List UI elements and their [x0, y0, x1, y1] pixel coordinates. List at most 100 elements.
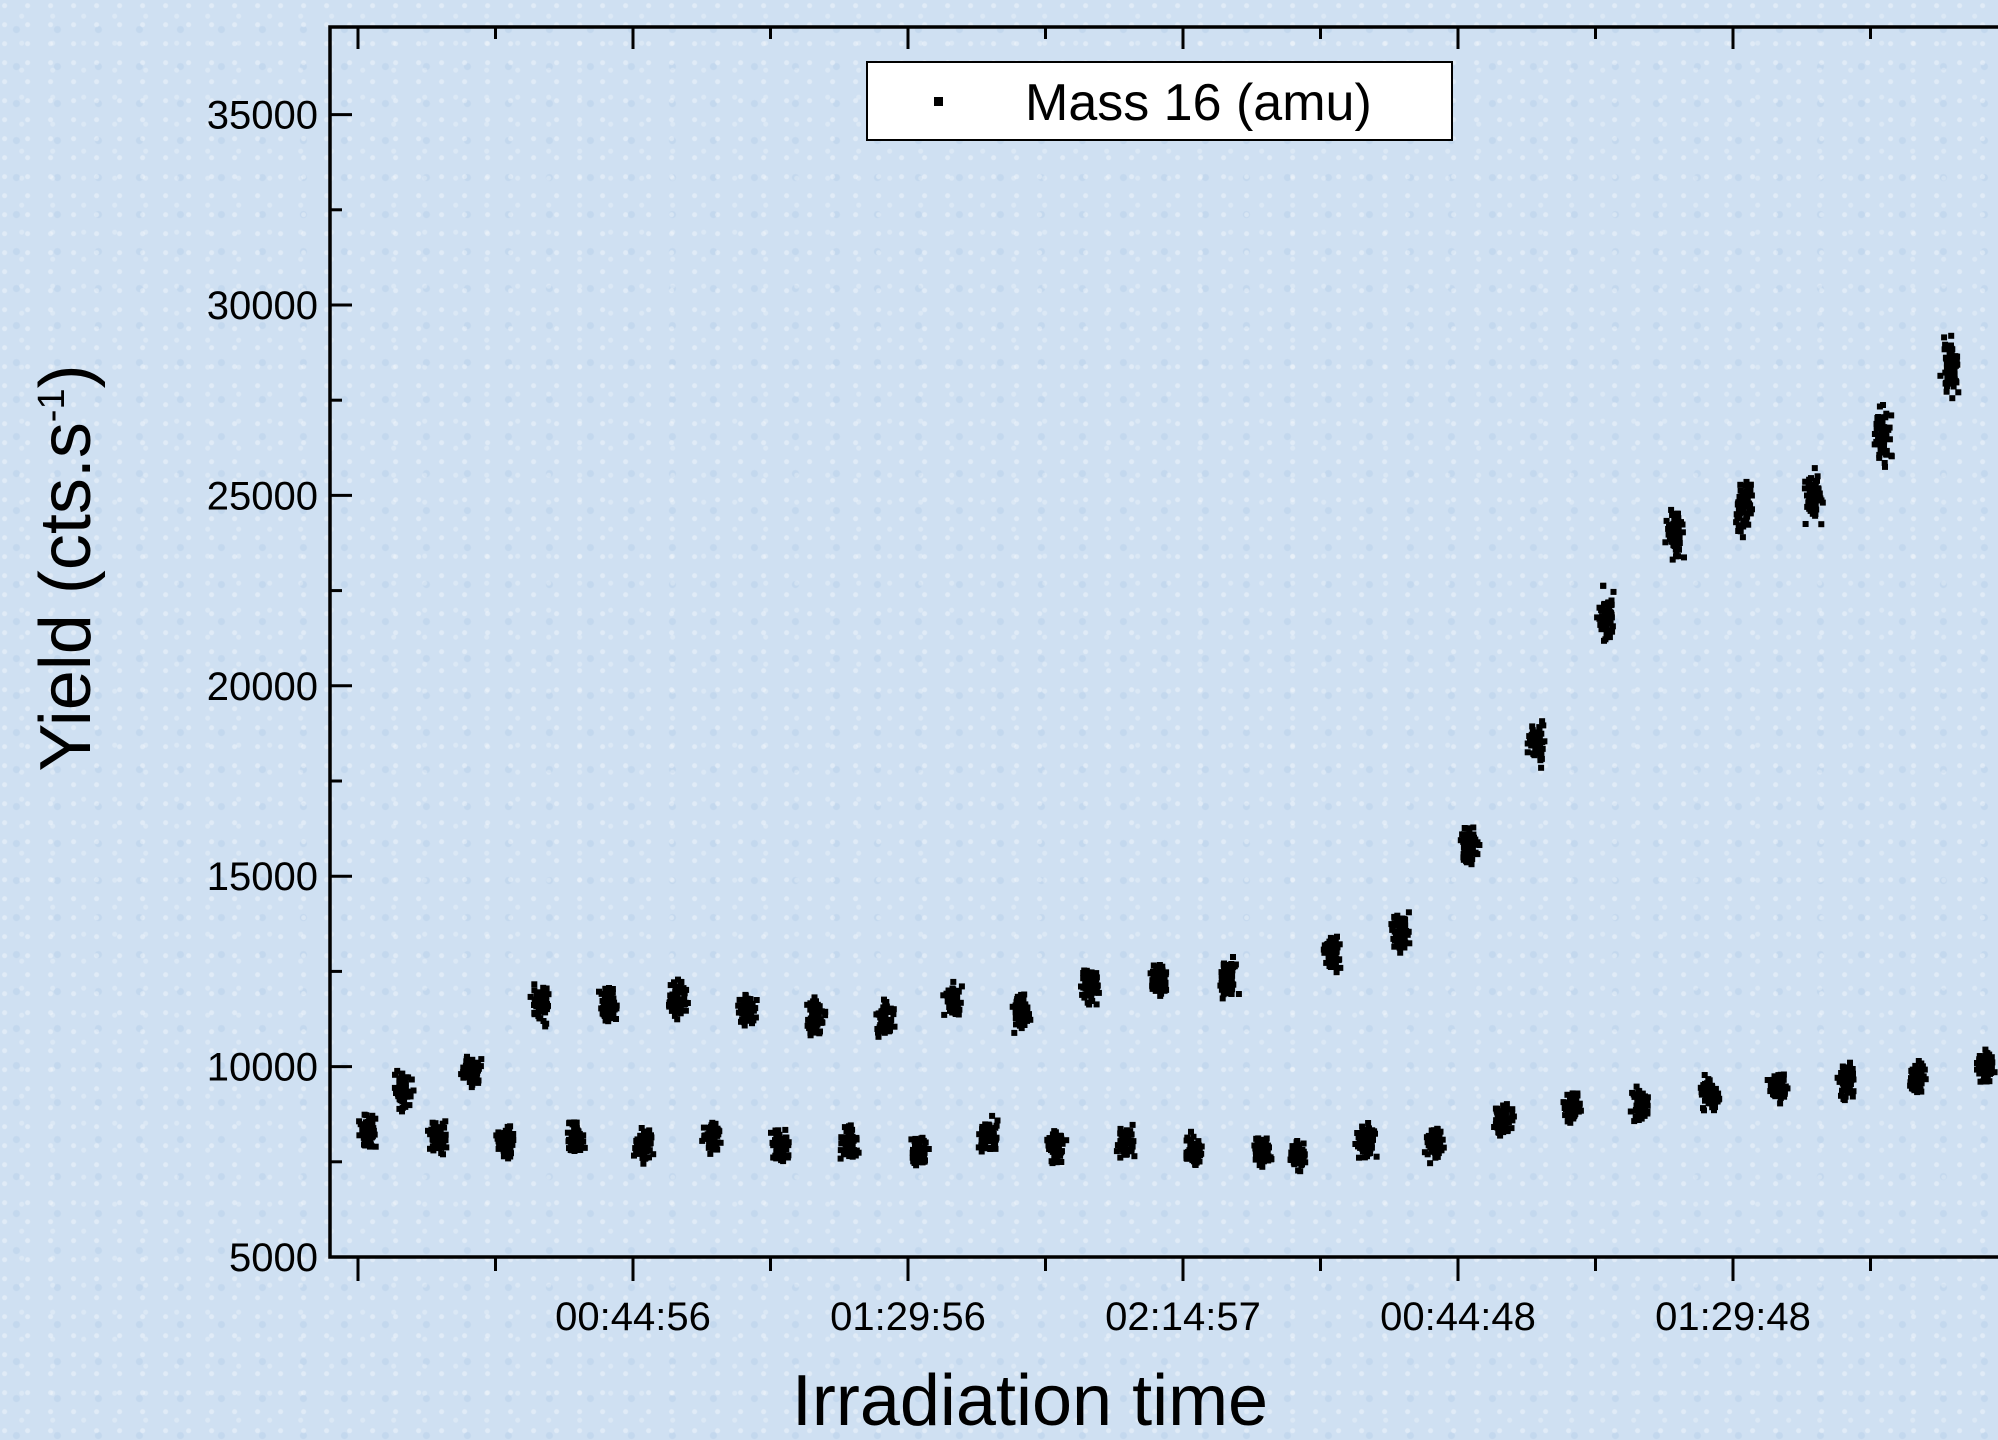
- data-point: [1607, 618, 1614, 625]
- data-point: [1536, 724, 1543, 731]
- data-point: [1883, 447, 1890, 454]
- data-point: [1502, 1106, 1509, 1113]
- data-point: [1669, 556, 1676, 563]
- data-point: [366, 1128, 373, 1135]
- data-point: [463, 1068, 470, 1075]
- data-point: [839, 1135, 846, 1142]
- data-point: [1573, 1095, 1580, 1102]
- data-point: [1701, 1087, 1708, 1094]
- data-point: [1674, 521, 1681, 528]
- data-point: [1871, 431, 1878, 437]
- data-point: [1705, 1087, 1712, 1094]
- x-tick-label: 00:44:48: [1380, 1295, 1536, 1339]
- data-point: [1091, 978, 1098, 985]
- data-point: [978, 1148, 985, 1155]
- data-point: [475, 1077, 482, 1084]
- data-point: [1599, 606, 1606, 612]
- data-point: [500, 1147, 507, 1154]
- data-point: [372, 1143, 379, 1150]
- data-point: [1435, 1134, 1442, 1141]
- data-point: [1886, 436, 1893, 443]
- data-point: [539, 1003, 546, 1010]
- data-point: [1431, 1134, 1438, 1141]
- data-point: [1740, 523, 1747, 530]
- data-point: [1529, 723, 1536, 730]
- data-point: [1743, 514, 1750, 521]
- data-point: [463, 1056, 470, 1062]
- data-point: [1088, 972, 1095, 979]
- legend-label: Mass 16 (amu): [1025, 74, 1372, 132]
- data-point: [1740, 489, 1747, 496]
- data-point: [1327, 959, 1334, 966]
- data-point: [460, 1074, 467, 1081]
- data-point: [1873, 425, 1880, 432]
- data-point: [1946, 370, 1953, 377]
- data-point: [363, 1112, 370, 1119]
- data-point: [638, 1137, 645, 1144]
- data-point: [1227, 983, 1234, 990]
- data-point: [1636, 1088, 1643, 1095]
- data-point: [1739, 534, 1746, 541]
- data-point: [1334, 933, 1340, 940]
- data-point: [1149, 983, 1156, 990]
- data-point: [1260, 1137, 1267, 1144]
- data-point: [1538, 764, 1545, 771]
- data-point: [669, 991, 676, 998]
- data-point: [1567, 1094, 1573, 1101]
- data-point: [1747, 481, 1754, 488]
- data-point: [1089, 998, 1096, 1004]
- data-point: [1472, 841, 1479, 848]
- data-point: [1979, 1059, 1986, 1065]
- data-point: [1294, 1138, 1301, 1144]
- data-point: [818, 1019, 825, 1026]
- data-point: [919, 1159, 926, 1166]
- data-point: [1460, 844, 1467, 851]
- data-point: [505, 1127, 511, 1134]
- data-point: [1702, 1097, 1708, 1104]
- data-point: [1325, 953, 1332, 960]
- data-point: [1948, 361, 1955, 368]
- data-point: [1332, 956, 1338, 963]
- data-point: [1941, 346, 1948, 353]
- data-point: [1424, 1151, 1431, 1158]
- data-point: [1980, 1078, 1987, 1085]
- data-point: [1806, 496, 1813, 503]
- data-point: [1816, 490, 1823, 497]
- data-points: [356, 332, 1998, 1175]
- data-point: [989, 1112, 996, 1119]
- data-point: [1509, 1110, 1516, 1116]
- data-point: [363, 1119, 369, 1126]
- data-point: [1844, 1088, 1851, 1095]
- data-point: [1218, 975, 1225, 982]
- data-point: [1466, 829, 1473, 836]
- data-point: [809, 1017, 816, 1024]
- data-point: [1223, 988, 1229, 995]
- data-point: [1287, 1156, 1294, 1163]
- data-point: [1979, 1065, 1986, 1072]
- data-point: [1020, 995, 1027, 1002]
- data-point: [1605, 600, 1611, 607]
- data-point: [360, 1134, 367, 1141]
- data-point: [947, 1007, 953, 1014]
- data-point: [1049, 1148, 1056, 1155]
- data-point: [1163, 986, 1170, 993]
- data-point: [1806, 476, 1813, 483]
- data-point: [1301, 1152, 1308, 1159]
- data-point: [436, 1143, 443, 1150]
- data-point: [1129, 1121, 1136, 1128]
- data-point: [814, 1001, 821, 1008]
- data-point: [1088, 994, 1095, 1001]
- data-point: [1264, 1142, 1271, 1149]
- data-point: [611, 1006, 618, 1013]
- data-point: [748, 1012, 755, 1019]
- data-point: [1459, 831, 1466, 838]
- data-point: [1113, 1148, 1120, 1155]
- data-point: [1737, 487, 1744, 494]
- x-tick-label: 01:29:56: [830, 1295, 986, 1339]
- data-point: [1635, 1099, 1641, 1106]
- data-point: [1874, 415, 1881, 421]
- data-point: [1945, 366, 1952, 373]
- data-point: [1491, 1124, 1498, 1130]
- data-point: [1198, 1143, 1205, 1150]
- data-point: [1876, 403, 1883, 410]
